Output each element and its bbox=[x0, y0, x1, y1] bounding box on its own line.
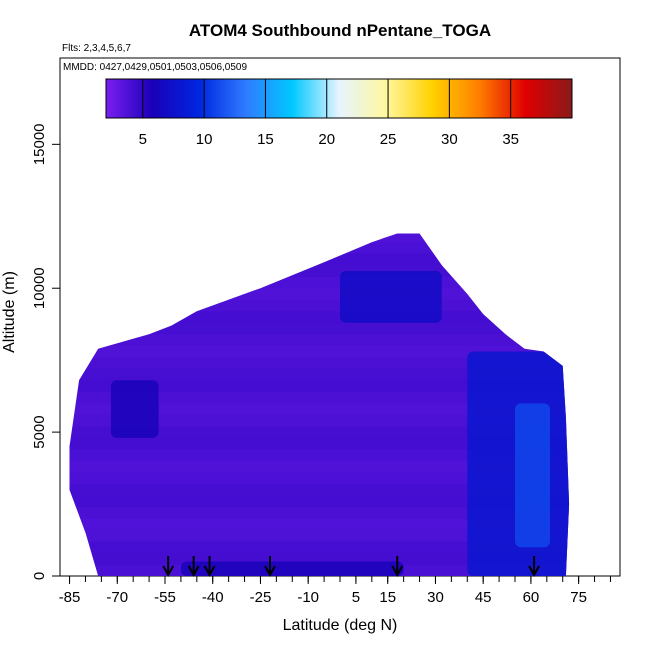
altitude-band bbox=[69, 518, 570, 530]
colorbar-tick-label: 20 bbox=[318, 131, 335, 148]
altitude-band bbox=[69, 437, 570, 450]
flight-arrowhead bbox=[391, 565, 404, 578]
altitude-band bbox=[69, 472, 570, 484]
altitude-band bbox=[69, 322, 570, 335]
colorbar-tick-label: 5 bbox=[139, 131, 147, 148]
x-tick-label: 45 bbox=[475, 589, 492, 606]
x-tick-label: -55 bbox=[154, 589, 176, 606]
altitude-band bbox=[69, 345, 570, 358]
flight-arrowhead bbox=[528, 565, 540, 578]
concentration-region bbox=[180, 561, 404, 576]
altitude-band bbox=[69, 483, 570, 496]
curtain-inner bbox=[69, 233, 570, 576]
flight-arrowhead bbox=[264, 565, 276, 578]
altitude-band bbox=[69, 541, 570, 553]
x-tick-label: 30 bbox=[427, 589, 444, 606]
y-tick-label: 0 bbox=[31, 572, 48, 580]
x-tick-label: 15 bbox=[379, 589, 396, 606]
altitude-band bbox=[69, 299, 570, 312]
altitude-band bbox=[69, 403, 570, 415]
altitude-band bbox=[69, 276, 570, 289]
colorbar: 5 10 15 20 25 30 35 bbox=[105, 78, 573, 148]
altitude-band bbox=[69, 529, 570, 542]
altitude-band bbox=[69, 391, 570, 404]
x-tick-label: -10 bbox=[297, 589, 319, 606]
colorbar-tick-label: 30 bbox=[441, 131, 458, 148]
altitude-band bbox=[69, 233, 570, 243]
x-tick-label: -85 bbox=[59, 589, 81, 606]
altitude-band bbox=[69, 357, 570, 369]
altitude-band bbox=[69, 460, 570, 473]
y-tick-label: 10000 bbox=[31, 267, 48, 309]
altitude-band bbox=[69, 288, 570, 300]
flight-arrowhead bbox=[203, 565, 216, 578]
altitude-band bbox=[69, 265, 570, 277]
concentration-region bbox=[340, 270, 442, 323]
x-axis-label: Latitude (deg N) bbox=[283, 617, 398, 634]
y-axis: 0 5000 10000 15000 bbox=[31, 123, 60, 580]
colorbar-tick-label: 35 bbox=[502, 131, 519, 148]
altitude-band bbox=[69, 426, 570, 438]
altitude-band bbox=[69, 253, 570, 266]
dates-label: MMDD: 0427,0429,0501,0503,0506,0509 bbox=[63, 62, 247, 73]
altitude-band bbox=[69, 449, 570, 461]
flight-arrowhead bbox=[187, 565, 200, 578]
colorbar-gradient bbox=[105, 78, 573, 119]
colorbar-tick-label: 25 bbox=[380, 131, 397, 148]
altitude-band bbox=[69, 414, 570, 427]
altitude-band bbox=[69, 552, 570, 565]
altitude-band bbox=[69, 334, 570, 346]
altitude-band bbox=[69, 311, 570, 323]
flights-label: Flts: 2,3,4,5,6,7 bbox=[62, 43, 131, 54]
data-curtain bbox=[69, 233, 570, 576]
concentration-region bbox=[110, 380, 159, 438]
concentration-region bbox=[515, 403, 550, 548]
flight-arrows bbox=[162, 556, 540, 578]
y-tick-label: 5000 bbox=[31, 415, 48, 448]
x-tick-label: 5 bbox=[352, 589, 360, 606]
colorbar-tick-label: 15 bbox=[257, 131, 274, 148]
altitude-band bbox=[69, 506, 570, 519]
altitude-band bbox=[69, 495, 570, 507]
x-tick-label: 60 bbox=[523, 589, 540, 606]
flight-arrowhead bbox=[162, 565, 175, 578]
x-tick-label: 75 bbox=[570, 589, 587, 606]
y-axis-label: Altitude (m) bbox=[1, 271, 18, 353]
x-tick-label: -70 bbox=[106, 589, 128, 606]
x-tick-label: -40 bbox=[202, 589, 224, 606]
y-tick-label: 15000 bbox=[31, 123, 48, 165]
colorbar-tick-label: 10 bbox=[196, 131, 213, 148]
x-tick-label: -25 bbox=[250, 589, 272, 606]
profile-fill bbox=[69, 233, 570, 576]
altitude-band bbox=[69, 380, 570, 392]
x-axis: -85 -70 -55 -40 -25 -10 5 15 30 45 60 75 bbox=[59, 576, 611, 606]
altitude-band bbox=[69, 368, 570, 381]
altitude-band bbox=[69, 242, 570, 254]
chart-title: ATOM4 Southbound nPentane_TOGA bbox=[189, 21, 491, 40]
